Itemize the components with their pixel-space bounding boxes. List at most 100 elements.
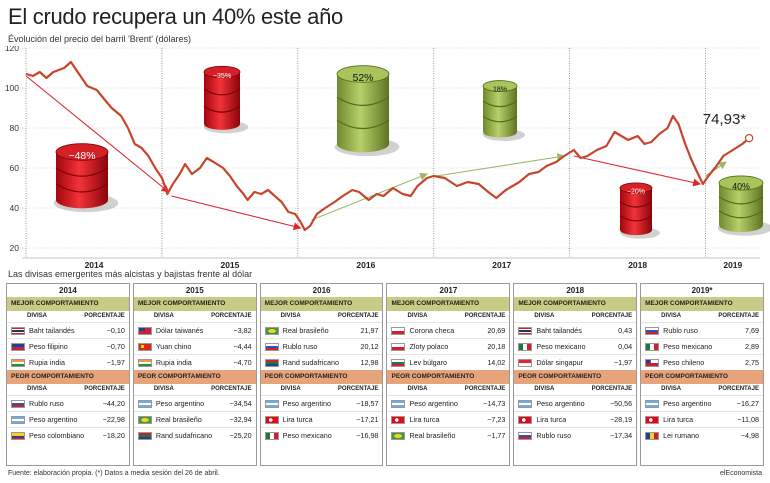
best-performance-header: MEJOR COMPORTAMIENTO: [260, 297, 383, 311]
table-row: Peso argentino −18,57: [260, 395, 383, 411]
flag-mexico-icon: [645, 342, 660, 351]
currency-percent: 7,69: [744, 326, 759, 335]
table-row: Real brasileño −1,77: [387, 427, 510, 443]
barrel-bottom: [337, 135, 389, 153]
currency-percent: −0,70: [106, 342, 125, 351]
barrel-label: 52%: [353, 73, 374, 84]
column-headers: DIVISA PORCENTAJE: [514, 384, 636, 395]
currency-percent: −25,20: [229, 431, 252, 440]
currency-name: Rublo ruso: [282, 342, 318, 351]
table-row: Peso argentino −50,56: [514, 395, 637, 411]
currency-name: Baht tailandés: [536, 326, 582, 335]
year-table: 2014 MEJOR COMPORTAMIENTO DIVISA PORCENTAJE…: [6, 283, 130, 466]
green-trend-arrow: [311, 172, 428, 221]
barrel-label: 18%: [493, 87, 507, 94]
table-row: Real brasileño 21,97: [260, 322, 383, 338]
column-headers: DIVISA PORCENTAJE: [261, 311, 383, 322]
barrel-lid: [55, 143, 109, 161]
flag-singapore-icon: [518, 358, 533, 367]
col-porcentaje: PORCENTAJE: [211, 386, 252, 392]
flag-philippines-icon: [11, 342, 25, 351]
y-axis: 120 100 80 60 40 20: [5, 46, 19, 253]
column-headers: DIVISA PORCENTAJE: [134, 384, 256, 395]
flag-argentina-icon: [11, 415, 25, 424]
year-table: 2018 MEJOR COMPORTAMIENTO DIVISA PORCENTAJE…: [513, 283, 638, 466]
worst-performance-header: PEOR COMPORTAMIENTO: [133, 370, 256, 384]
flag-turkey-icon: [645, 415, 660, 424]
barrel-body: [204, 72, 240, 124]
currency-name: Real brasileño: [155, 415, 202, 424]
col-porcentaje: PORCENTAJE: [337, 386, 379, 392]
currency-name: Dólar taiwanés: [155, 326, 204, 335]
table-row: Peso argentino −14,73: [387, 395, 510, 411]
col-porcentaje: PORCENTAJE: [84, 386, 125, 392]
table-row: Rublo ruso −44,20: [7, 395, 129, 411]
y-tick-label: 20: [10, 243, 20, 253]
flag-romania-icon: [645, 431, 660, 440]
currency-name: Zloty polaco: [409, 342, 449, 351]
oil-barrel: −48%: [53, 143, 119, 213]
flag-brazil-icon: [264, 326, 279, 335]
currency-name: Lira turca: [663, 415, 694, 424]
chart-grid: [22, 47, 760, 249]
currency-name: Dólar singapur: [536, 358, 584, 367]
year-table-title: 2015: [185, 286, 204, 295]
red-trend-arrow: [573, 155, 702, 187]
worst-performance-header: PEOR COMPORTAMIENTO: [7, 370, 129, 384]
last-value-label: 74,93*: [703, 111, 747, 128]
barrel-ring: [336, 96, 390, 107]
trend-arrows: [25, 75, 727, 231]
oil-barrel: 52%: [334, 65, 400, 157]
flag-argentina-icon: [137, 399, 152, 408]
barrel-ring: [718, 210, 764, 219]
currency-percent: −4,44: [233, 342, 252, 351]
currency-name: Peso argentino: [536, 399, 585, 408]
currency-name: Rublo ruso: [536, 431, 572, 440]
col-porcentaje: PORCENTAJE: [591, 386, 633, 392]
best-performance-header: MEJOR COMPORTAMIENTO: [7, 297, 129, 311]
worst-performance-header: PEOR COMPORTAMIENTO: [641, 370, 763, 384]
x-tick-label: 2019: [723, 260, 742, 268]
column-headers: DIVISA PORCENTAJE: [7, 384, 129, 395]
oil-barrels: −48% −35% 52% 18% −20% 40%: [53, 65, 770, 239]
currency-percent: 20,12: [360, 342, 379, 351]
currency-name: Peso argentino: [409, 399, 458, 408]
currency-name: Real brasileño: [282, 326, 329, 335]
table-row: Peso argentino −16,27: [641, 395, 763, 411]
barrel-ring: [619, 201, 653, 208]
col-divisa: DIVISA: [661, 386, 682, 392]
column-headers: DIVISA PORCENTAJE: [134, 311, 256, 322]
barrel-ring: [55, 167, 109, 177]
col-divisa: DIVISA: [153, 386, 174, 392]
flag-russia-icon: [11, 399, 25, 408]
flag-taiwan-icon: [137, 326, 152, 335]
table-row: Lira turca −17,21: [260, 411, 383, 427]
column-headers: DIVISA PORCENTAJE: [261, 384, 383, 395]
barrel-bottom: [204, 118, 240, 130]
barrel-lid: [718, 175, 764, 191]
currency-name: Peso mexicano: [536, 342, 586, 351]
currency-name: Yuan chino: [155, 342, 192, 351]
table-row: Lira turca −11,08: [641, 411, 763, 427]
flag-chile-icon: [645, 358, 660, 367]
table-row: Dólar singapur −1,97: [514, 354, 637, 370]
y-tick-label: 60: [10, 163, 20, 173]
flag-turkey-icon: [391, 415, 406, 424]
flag-india-icon: [11, 358, 25, 367]
best-performance-header: MEJOR COMPORTAMIENTO: [641, 297, 763, 311]
currency-percent: 12,98: [360, 358, 379, 367]
currency-percent: 2,89: [744, 342, 759, 351]
flag-argentina-icon: [645, 399, 660, 408]
currency-percent: −16,27: [736, 399, 759, 408]
currency-percent: −14,73: [483, 399, 506, 408]
barrel-lid: [336, 65, 390, 83]
currency-percent: −17,34: [609, 431, 633, 440]
currency-name: Peso argentino: [282, 399, 332, 408]
flag-brazil-icon: [391, 431, 406, 440]
col-divisa: DIVISA: [280, 313, 301, 319]
year-table: 2017 MEJOR COMPORTAMIENTO DIVISA PORCENTAJE…: [386, 283, 511, 466]
col-divisa: DIVISA: [407, 386, 428, 392]
footer-source: Fuente: elaboración propia. (*) Datos a …: [8, 470, 220, 477]
currency-name: Peso filipino: [29, 342, 68, 351]
table-row: Peso argentino −34,54: [133, 395, 256, 411]
